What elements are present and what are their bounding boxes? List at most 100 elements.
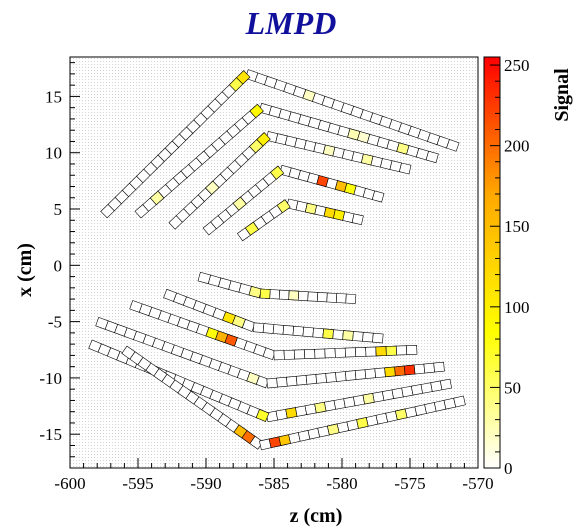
cell-right: [364, 368, 377, 379]
hit-cell: [344, 182, 357, 195]
chart-title: LMPD: [245, 5, 337, 41]
cell-right: [372, 332, 384, 344]
hit-cell: [304, 202, 317, 215]
cell-right: [332, 329, 344, 340]
cell-right: [304, 348, 316, 360]
z-tick-label: 0: [504, 459, 513, 478]
cell-right: [295, 374, 308, 386]
cell-right: [352, 331, 364, 342]
cell-right: [273, 350, 285, 361]
hit-cell: [361, 153, 374, 166]
color-bar-axis: 0 50 100 150 200 250: [490, 56, 530, 478]
y-tick-label: -5: [48, 313, 62, 332]
cell-left: [197, 271, 211, 285]
cell-right: [276, 376, 288, 388]
cell-right: [371, 190, 385, 203]
y-axis: 15 10 5 0 -5 -10 -15: [39, 62, 80, 469]
hit-cell: [233, 424, 248, 439]
cell-right: [354, 369, 367, 380]
cell-right: [282, 325, 295, 336]
hit-cell: [231, 315, 246, 329]
cell-right: [439, 378, 452, 391]
cell-right: [315, 373, 327, 384]
hit-cell: [375, 346, 387, 357]
cell-right: [326, 292, 338, 303]
x-tick-label: -570: [462, 474, 493, 493]
x-tick-label: -600: [54, 474, 85, 493]
cell-left: [100, 203, 115, 219]
module-lower-1: [197, 271, 357, 304]
cell-right: [420, 382, 433, 394]
cell-right: [344, 347, 357, 358]
hit-cell: [357, 131, 371, 144]
cell-right: [381, 389, 394, 401]
cell-right: [314, 348, 326, 359]
module-lower-3: [129, 300, 418, 361]
hit-cell: [385, 345, 397, 356]
cell-right: [395, 345, 408, 356]
z-tick-label: 100: [504, 298, 530, 317]
cell-right: [446, 139, 460, 152]
module-upper-4: [202, 164, 385, 236]
hit-cell: [288, 290, 300, 301]
hit-cell: [270, 165, 285, 180]
cell-right: [266, 377, 278, 389]
hit-cell: [246, 372, 260, 385]
hit-cell: [278, 434, 291, 446]
hit-cell: [362, 392, 375, 405]
module-upper-2: [134, 102, 439, 219]
x-tick-label: -595: [122, 474, 153, 493]
cell-right: [362, 331, 374, 343]
hit-cell: [249, 103, 264, 119]
z-tick-label: 50: [504, 378, 521, 397]
module-lower-4: [95, 317, 445, 389]
hit-cell: [316, 175, 329, 188]
cell-right: [351, 213, 364, 226]
y-axis-label: x (cm): [14, 243, 36, 297]
cell-right: [262, 323, 275, 334]
cell-right: [353, 394, 365, 407]
cell-right: [283, 349, 295, 360]
module-lower-6: [121, 345, 466, 451]
cell-right: [345, 293, 357, 304]
hit-cell: [228, 77, 244, 92]
hit-cell: [285, 407, 298, 419]
cell-right: [297, 290, 309, 302]
module-upper-1: [100, 69, 460, 219]
cell-left: [129, 300, 143, 313]
cell-right: [425, 150, 439, 164]
cell-left: [202, 221, 217, 236]
hit-cell: [322, 144, 336, 157]
cell-right: [275, 408, 288, 421]
cell-right: [272, 324, 285, 335]
y-tick-label: -15: [39, 425, 62, 444]
hit-cell: [249, 139, 264, 154]
cell-right: [304, 403, 317, 415]
module-upper-3: [168, 131, 412, 230]
detector-modules: [88, 69, 466, 451]
cell-left: [121, 345, 136, 360]
x-tick-label: -575: [394, 474, 425, 493]
y-tick-label: 15: [45, 87, 62, 106]
hit-cell: [314, 401, 327, 414]
cell-right: [335, 293, 347, 304]
z-tick-label: 200: [504, 137, 530, 156]
cell-right: [365, 346, 377, 357]
cell-right: [252, 322, 265, 333]
hit-cell: [396, 142, 410, 155]
cell-right: [399, 162, 412, 175]
hit-cell: [333, 209, 346, 221]
cell-right: [324, 348, 336, 359]
cell-right: [406, 344, 418, 356]
x-axis: -600 -595 -590 -585 -580 -575 -570: [54, 458, 494, 493]
color-bar: [483, 56, 501, 469]
y-tick-label: -10: [39, 369, 62, 388]
hit-cell: [244, 221, 259, 236]
cell-right: [293, 349, 306, 360]
hit-cell: [232, 196, 247, 211]
hit-cell: [384, 366, 396, 378]
cell-right: [269, 289, 281, 300]
hit-cell: [205, 180, 220, 195]
cell-left: [95, 317, 109, 330]
